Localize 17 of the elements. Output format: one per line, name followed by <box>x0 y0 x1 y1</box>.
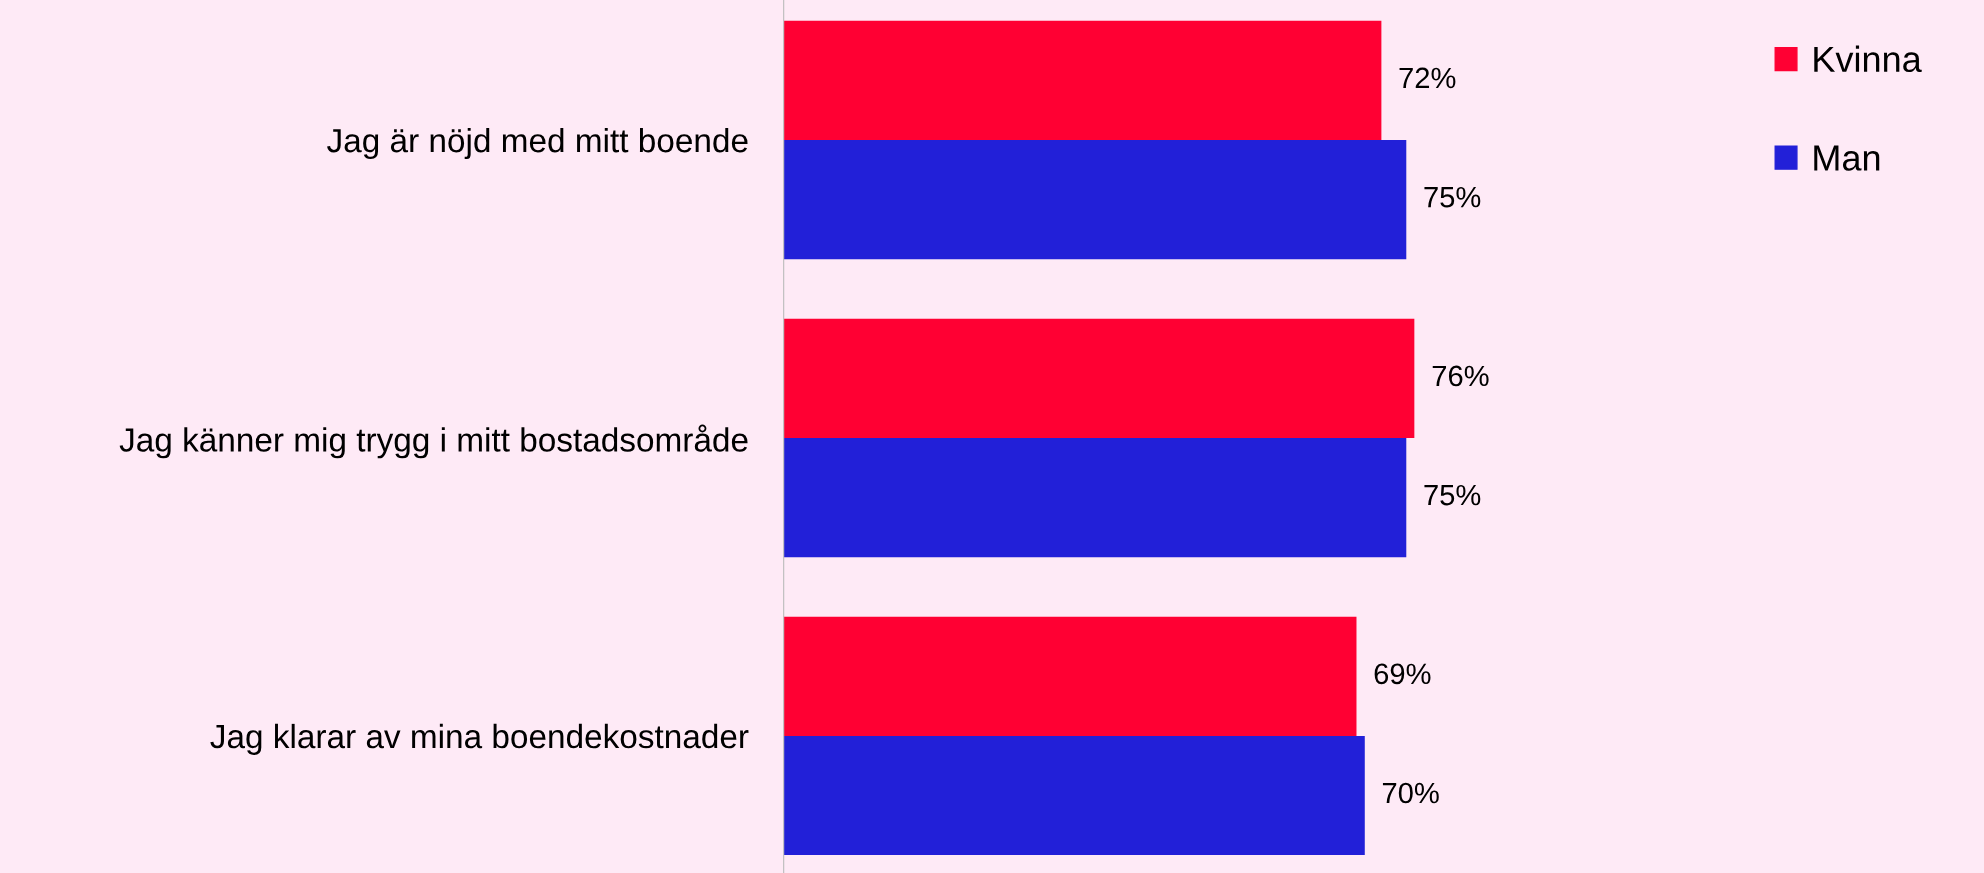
data-label: 75% <box>1424 186 1481 208</box>
data-label: 69% <box>1374 663 1431 685</box>
legend-label: Man <box>1814 145 1880 171</box>
bar <box>783 20 1382 141</box>
legend-label: Kvinna <box>1814 45 1922 73</box>
data-label: 72% <box>1399 67 1456 89</box>
bar <box>783 140 1407 260</box>
bar <box>783 735 1365 856</box>
bar <box>783 437 1407 558</box>
y-tick-label: Jag är nöjd med mitt boende <box>327 127 748 160</box>
data-label: 75% <box>1424 484 1481 506</box>
y-tick-label: Jag klarar av mina boendekostnader <box>210 723 749 755</box>
bar <box>783 318 1415 438</box>
bar <box>783 616 1357 736</box>
data-label: 76% <box>1432 365 1489 387</box>
data-label: 70% <box>1382 782 1439 804</box>
y-tick-label: Jag känner mig trygg i mitt bostadsområde <box>119 424 748 459</box>
